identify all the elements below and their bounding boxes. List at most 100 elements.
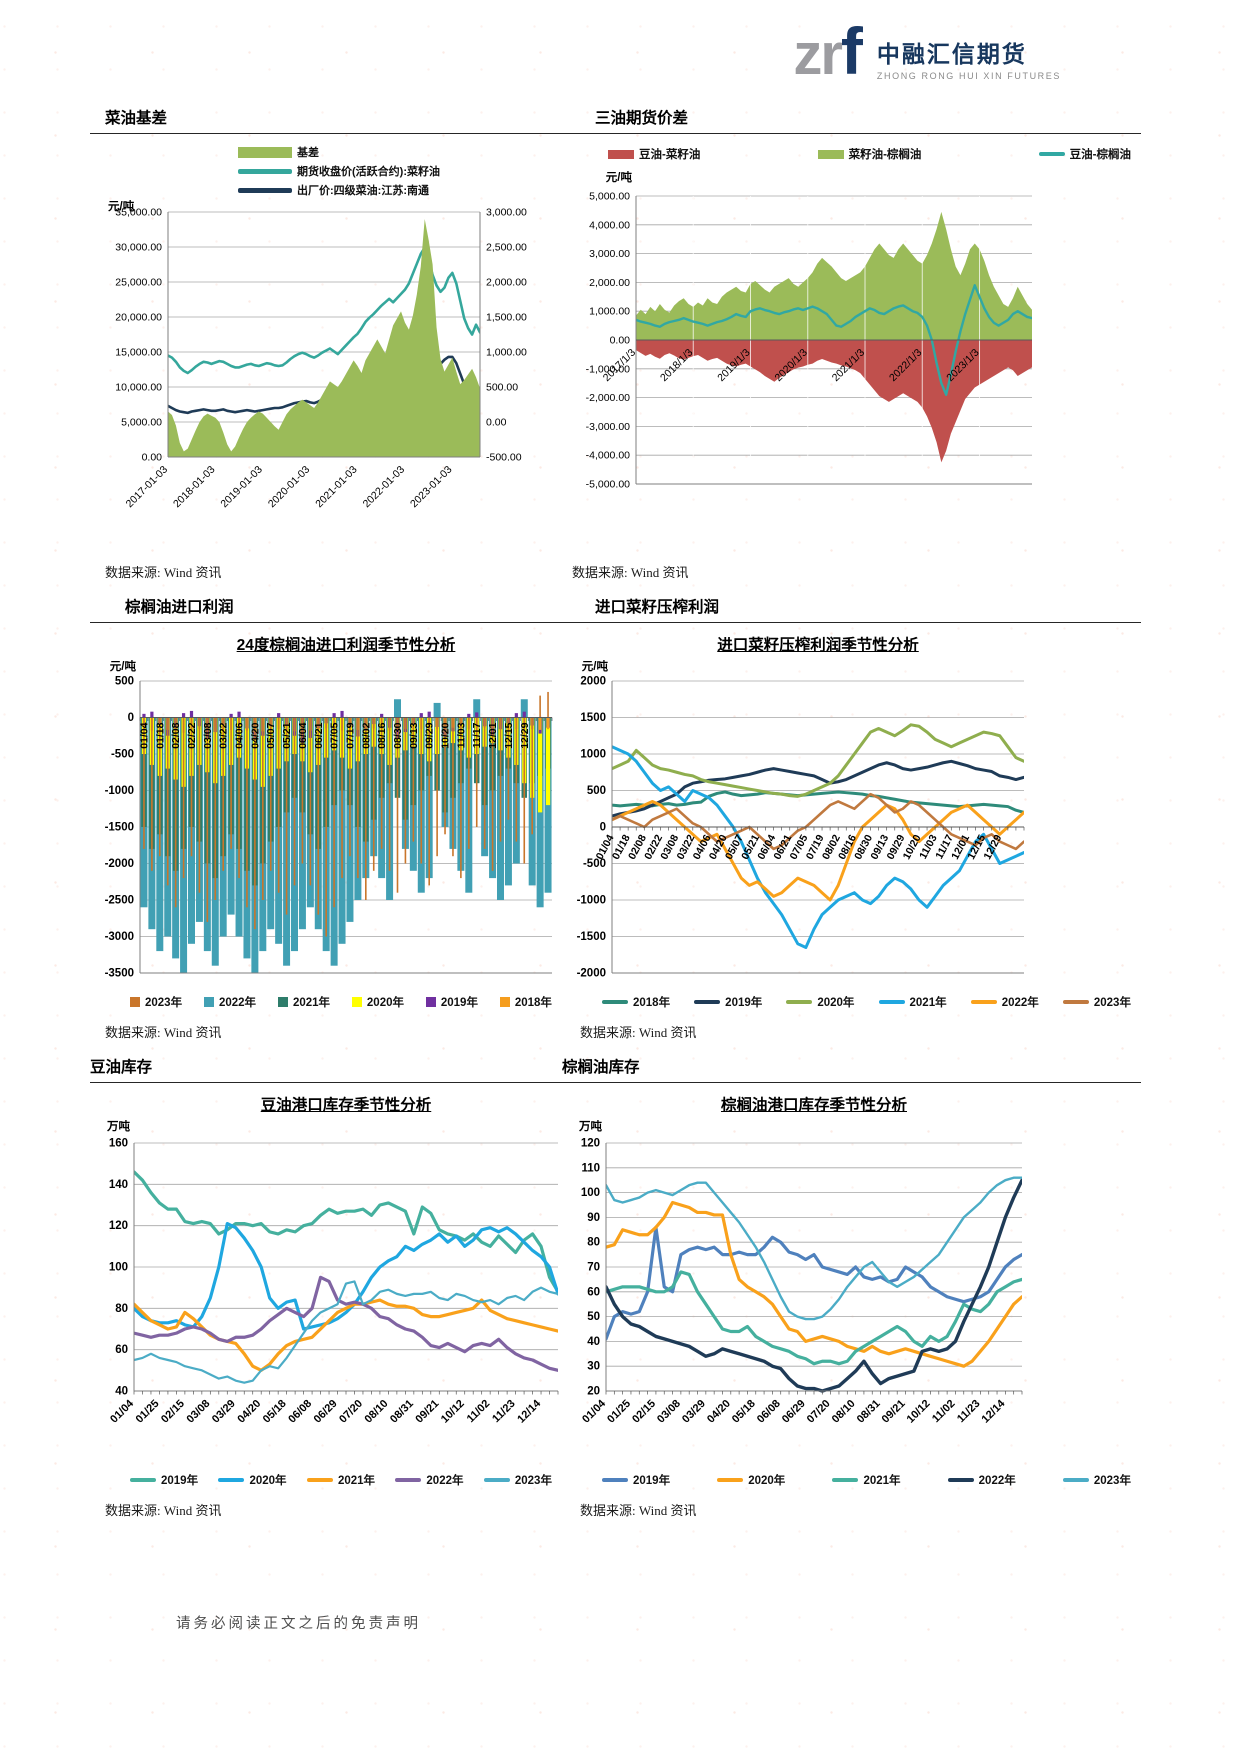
- svg-text:100: 100: [581, 1187, 600, 1199]
- svg-text:05/18: 05/18: [261, 1398, 289, 1426]
- svg-text:2,000.00: 2,000.00: [486, 277, 527, 289]
- svg-text:08/16: 08/16: [376, 722, 388, 748]
- legend-label: 2018年: [514, 997, 552, 1009]
- brand-names: 中融汇信期货 ZHONG RONG HUI XIN FUTURES: [877, 41, 1061, 81]
- disclaimer-footer: 请务必阅读正文之后的免责声明: [176, 1616, 421, 1632]
- svg-text:2,500.00: 2,500.00: [486, 242, 527, 254]
- svg-text:03/22: 03/22: [218, 722, 230, 748]
- svg-text:-1000: -1000: [577, 895, 606, 907]
- chart-title: 24度棕榈油进口利润季节性分析: [236, 637, 456, 654]
- svg-text:02/22: 02/22: [186, 722, 198, 748]
- legend-swatch-icon: [238, 146, 292, 158]
- heading-douyou-kucun: 豆油库存: [90, 1059, 153, 1076]
- legend-label: 2021年: [863, 1475, 901, 1487]
- legend-item: 2021年: [277, 994, 330, 1010]
- legend-swatch-icon: [1038, 152, 1065, 156]
- legend-swatch-icon: [130, 997, 140, 1007]
- svg-text:04/20: 04/20: [249, 722, 261, 748]
- svg-text:-3000: -3000: [105, 931, 134, 943]
- heading-zonglvyou-jinkou-lirun: 棕榈油进口利润: [125, 599, 234, 616]
- legend-swatch-icon: [130, 1478, 156, 1482]
- brand-name-cn: 中融汇信期货: [876, 40, 1027, 67]
- svg-text:60: 60: [587, 1286, 600, 1298]
- legend-item: 2018年: [602, 994, 670, 1010]
- svg-text:-1,000.00: -1,000.00: [586, 363, 631, 375]
- chart-legend: 2019年 2020年 2021年 2022年 2023年: [562, 1466, 1141, 1488]
- svg-text:10/20: 10/20: [440, 722, 452, 748]
- svg-text:03/29: 03/29: [680, 1398, 708, 1426]
- legend-item: 2020年: [351, 994, 404, 1010]
- svg-text:02/15: 02/15: [630, 1398, 658, 1426]
- chart-legend: 豆油-菜籽油 菜籽油-棕榈油 豆油-棕榈油: [562, 144, 1141, 168]
- svg-text:04/06: 04/06: [234, 722, 246, 748]
- svg-text:1,000.00: 1,000.00: [589, 306, 630, 318]
- svg-text:05/21: 05/21: [281, 722, 293, 748]
- legend-label: 2019年: [161, 1475, 199, 1487]
- chart-svg: 5,000.00 4,000.00 3,000.00 2,000.00 1,000.00…: [586, 170, 1032, 491]
- data-source-label: 数据来源: Wind 资讯: [580, 1025, 697, 1040]
- svg-text:0.00: 0.00: [610, 335, 631, 347]
- svg-text:20,000.00: 20,000.00: [115, 312, 162, 324]
- section-headings: 豆油库存 棕榈油库存: [90, 1055, 1141, 1083]
- svg-text:500: 500: [587, 785, 606, 797]
- legend-item: 2023年: [483, 1472, 552, 1488]
- svg-text:-1000: -1000: [105, 785, 134, 797]
- report-page: zrf 中融汇信期货 ZHONG RONG HUI XIN FUTURES 菜油…: [90, 14, 1141, 1632]
- legend-item: 菜籽油-棕榈油: [817, 146, 921, 162]
- legend-label: 2023年: [1093, 997, 1131, 1009]
- svg-text:1500: 1500: [580, 712, 606, 724]
- svg-text:01/18: 01/18: [154, 722, 166, 748]
- legend-item: 2019年: [602, 1472, 670, 1488]
- svg-text:11/23: 11/23: [490, 1398, 518, 1426]
- svg-text:01/04: 01/04: [138, 722, 150, 748]
- svg-text:05/07: 05/07: [265, 722, 277, 748]
- legend-label: 2019年: [725, 997, 763, 1009]
- svg-text:0: 0: [600, 822, 606, 834]
- chart-zonglvyou-jinkou-lirun: 24度棕榈油进口利润季节性分析 500 0 -500 -1000 -1500 -2000 -2…: [90, 633, 562, 1010]
- svg-text:08/10: 08/10: [363, 1398, 391, 1426]
- legend-swatch-icon: [878, 1000, 905, 1004]
- svg-text:06/21: 06/21: [313, 722, 325, 748]
- svg-text:-5,000.00: -5,000.00: [586, 479, 631, 491]
- heading-caiyou-jicha: 菜油基差: [105, 110, 168, 127]
- legend-swatch-icon: [694, 1000, 721, 1004]
- svg-text:06/08: 06/08: [755, 1398, 783, 1426]
- data-source-label: 数据来源: Wind 资讯: [572, 565, 689, 580]
- svg-text:5,000.00: 5,000.00: [589, 191, 630, 203]
- logo-f: f: [840, 14, 863, 88]
- svg-text:-2000: -2000: [105, 858, 134, 870]
- legend-swatch-icon: [947, 1478, 974, 1482]
- legend-item: 2020年: [717, 1472, 785, 1488]
- legend-label: 豆油-菜籽油: [639, 149, 701, 161]
- svg-text:0: 0: [128, 712, 134, 724]
- legend-swatch-icon: [786, 1000, 813, 1004]
- legend-item: 2021年: [878, 994, 947, 1010]
- svg-text:10/12: 10/12: [439, 1398, 467, 1426]
- legend-swatch-icon: [351, 997, 362, 1007]
- chart-svg: 160 140 120 100 80 60 40 万吨 01/0401/2502/1503/08…: [106, 1119, 559, 1426]
- svg-text:2023-01-03: 2023-01-03: [408, 464, 455, 511]
- axis-unit-label: 元/吨: [108, 201, 135, 213]
- svg-text:500.00: 500.00: [486, 382, 518, 394]
- svg-text:02/15: 02/15: [159, 1398, 187, 1426]
- legend-item: 2019年: [694, 994, 762, 1010]
- svg-text:06/04: 06/04: [297, 722, 309, 748]
- section-headings: 棕榈油进口利润 进口菜籽压榨利润: [90, 595, 1141, 623]
- svg-text:-500: -500: [583, 858, 606, 870]
- svg-text:03/08: 03/08: [184, 1398, 212, 1426]
- legend-item: 2022年: [947, 1472, 1016, 1488]
- data-source-label: 数据来源: Wind 资讯: [580, 1503, 697, 1518]
- legend-item: 2020年: [786, 994, 854, 1010]
- legend-item: 2019年: [425, 994, 478, 1010]
- svg-text:10,000.00: 10,000.00: [115, 382, 162, 394]
- svg-text:08/31: 08/31: [855, 1398, 883, 1426]
- legend-label: 2022年: [426, 1475, 464, 1487]
- chart-legend: 2019年 2020年 2021年 2022年 2023年: [90, 1466, 562, 1488]
- svg-text:2019-01-03: 2019-01-03: [218, 464, 265, 511]
- chart-title: 棕榈油港口库存季节性分析: [720, 1097, 907, 1114]
- legend-swatch-icon: [238, 168, 292, 174]
- chart-jinkou-caizi-yazha-lirun: 进口菜籽压榨利润季节性分析 2000 1500 1000 500 0 -500 -1000 -1…: [562, 633, 1141, 1010]
- svg-text:11/17: 11/17: [471, 722, 483, 748]
- legend-item: 2022年: [395, 1472, 464, 1488]
- legend-swatch-icon: [218, 1478, 245, 1482]
